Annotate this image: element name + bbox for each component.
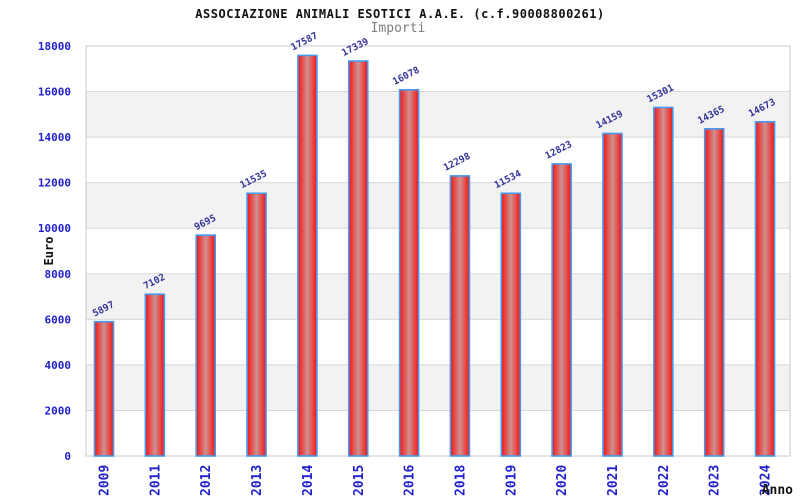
bar [500,192,522,457]
y-tick-label: 0 [64,450,71,463]
band [86,364,790,411]
x-tick-label: 2009 [98,465,113,496]
bar [449,175,471,457]
y-tick-label: 4000 [45,359,72,372]
chart-subtitle: Importi [370,21,426,36]
y-axis-title: Euro [42,237,56,266]
x-tick-label: 2023 [708,465,723,496]
x-tick-label: 2011 [148,465,163,496]
y-tick-label: 6000 [45,313,72,326]
x-tick-label: 2015 [352,465,367,496]
bar-value-label: 16078 [391,65,422,88]
x-tick-label: 2012 [199,465,214,496]
plot-border [85,45,791,457]
x-tick-label: 2024 [759,465,774,496]
x-tick-label: 2016 [403,465,418,496]
bar [551,163,572,457]
bar [246,192,267,457]
bar [703,127,725,457]
bar [297,54,318,457]
x-tick-label: 2020 [555,465,570,496]
y-tick-label: 14000 [38,131,71,144]
bar-value-label: 12823 [544,139,575,162]
band [86,182,790,229]
x-axis-title: Anno [762,483,793,498]
bar [347,60,369,457]
y-tick-label: 2000 [45,404,72,417]
y-tick-label: 8000 [45,268,72,281]
x-tick-label: 2022 [657,465,672,496]
band [86,273,790,320]
x-tick-label: 2014 [301,465,316,496]
y-tick-label: 10000 [38,222,71,235]
bar [754,120,776,457]
bar [144,293,166,457]
bar-value-label: 12298 [442,151,473,174]
bar [398,88,420,457]
x-tick-label: 2013 [250,465,265,496]
y-tick-label: 18000 [38,40,71,53]
x-tick-label: 2021 [606,465,621,496]
y-tick-label: 12000 [38,177,71,190]
bar [602,132,623,457]
bar [653,106,674,457]
chart-title: ASSOCIAZIONE ANIMALI ESOTICI A.A.E. (c.f… [195,7,605,21]
bar-value-label: 17587 [289,30,319,53]
x-tick-label: 2018 [453,465,468,496]
bar-value-label: 17339 [340,36,371,59]
band [86,91,790,138]
bar [195,234,216,457]
x-tick-label: 2019 [504,465,519,496]
bar [93,320,115,457]
y-tick-label: 16000 [38,86,71,99]
